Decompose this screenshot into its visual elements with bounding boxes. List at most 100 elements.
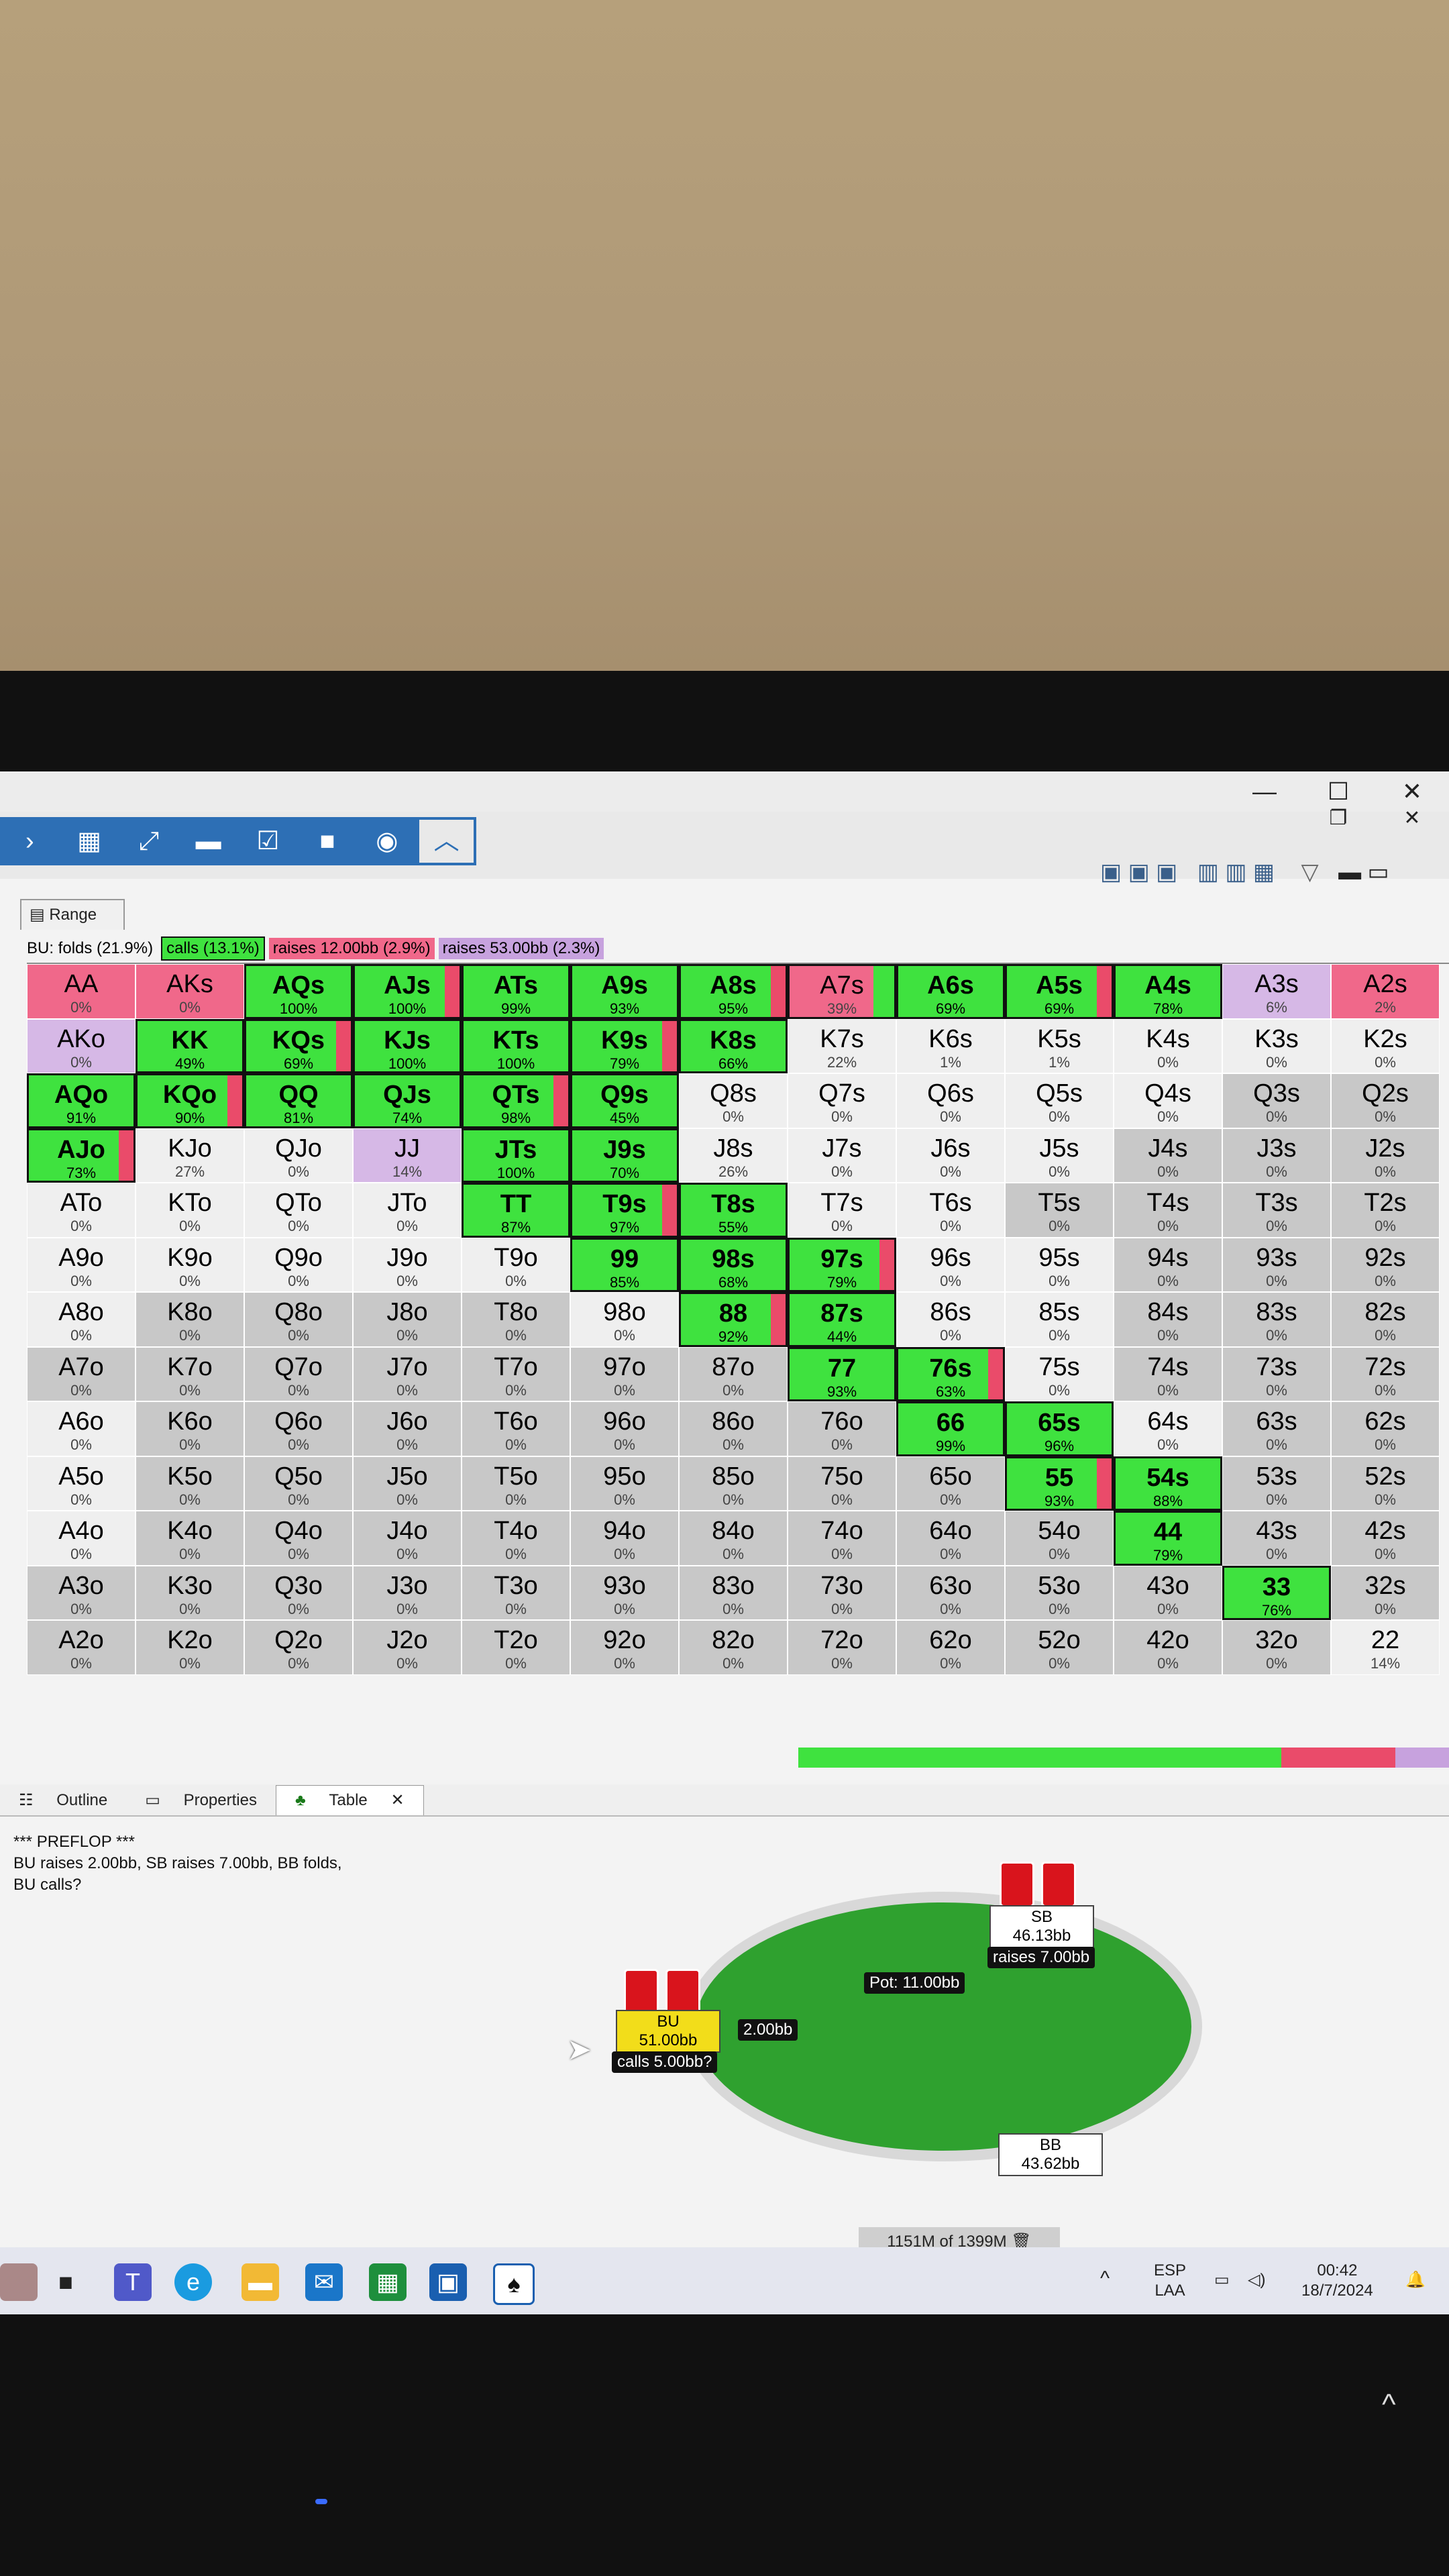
hand-cell[interactable]: QTs 98% <box>462 1073 570 1128</box>
record-icon[interactable]: ◉ <box>376 827 398 855</box>
minimize-button[interactable]: — <box>1252 777 1277 805</box>
hand-cell[interactable]: 85o 0% <box>679 1456 788 1511</box>
hand-cell[interactable]: Q7s 0% <box>788 1073 896 1128</box>
hand-cell[interactable]: J2s 0% <box>1331 1128 1440 1183</box>
hand-cell[interactable]: 43o 0% <box>1114 1565 1222 1620</box>
tab-table[interactable]: ♣ Table ✕ <box>275 1784 424 1815</box>
hand-cell[interactable]: Q7o 0% <box>244 1346 353 1401</box>
hand-cell[interactable]: 93s 0% <box>1222 1237 1331 1292</box>
hand-cell[interactable]: Q4s 0% <box>1114 1073 1222 1128</box>
hand-cell[interactable]: 53o 0% <box>1005 1565 1114 1620</box>
app-icon[interactable]: ▦ <box>369 2263 407 2301</box>
hand-cell[interactable]: 42o 0% <box>1114 1620 1222 1675</box>
hand-cell[interactable]: J6o 0% <box>353 1401 462 1456</box>
hand-cell[interactable]: T2o 0% <box>462 1620 570 1675</box>
store-icon[interactable]: ▣ <box>429 2263 467 2301</box>
tray-chevron-icon[interactable]: ^ <box>1100 2267 1110 2290</box>
hand-cell[interactable]: K8o 0% <box>136 1292 244 1347</box>
hand-cell[interactable]: 98o 0% <box>570 1292 679 1347</box>
hand-cell[interactable]: 75s 0% <box>1005 1346 1114 1401</box>
hand-cell[interactable]: 73o 0% <box>788 1565 896 1620</box>
hand-cell[interactable]: K5o 0% <box>136 1456 244 1511</box>
hand-cell[interactable]: KQo 90% <box>136 1073 244 1128</box>
hand-cell[interactable]: AKo 0% <box>27 1018 136 1073</box>
hand-cell[interactable]: T2s 0% <box>1331 1183 1440 1238</box>
hand-cell[interactable]: ATs 99% <box>462 964 570 1019</box>
tab-range[interactable]: ▤ Range <box>20 899 125 930</box>
hand-cell[interactable]: 52s 0% <box>1331 1456 1440 1511</box>
hand-cell[interactable]: K7o 0% <box>136 1346 244 1401</box>
hand-cell[interactable]: 84s 0% <box>1114 1292 1222 1347</box>
expand-icon[interactable]: ⤢ <box>138 827 160 855</box>
hand-cell[interactable]: K2o 0% <box>136 1620 244 1675</box>
tab-table-close-icon[interactable]: ✕ <box>390 1790 405 1809</box>
hand-cell[interactable]: 94o 0% <box>570 1511 679 1566</box>
hand-cell[interactable]: 97o 0% <box>570 1346 679 1401</box>
hand-cell[interactable]: 84o 0% <box>679 1511 788 1566</box>
hand-cell[interactable]: Q5s 0% <box>1005 1073 1114 1128</box>
collapse-up-icon[interactable]: ︿ <box>419 820 474 863</box>
hand-cell[interactable]: Q4o 0% <box>244 1511 353 1566</box>
hand-cell[interactable]: 92s 0% <box>1331 1237 1440 1292</box>
minimize-view-icon[interactable]: ▬ <box>1338 859 1362 885</box>
poker-app-icon[interactable]: ♠ <box>493 2263 535 2305</box>
hand-cell[interactable]: K3s 0% <box>1222 1018 1331 1073</box>
hand-cell[interactable]: A2o 0% <box>27 1620 136 1675</box>
hand-cell[interactable]: A5s 69% <box>1005 964 1114 1019</box>
filter-icon[interactable]: ▽ <box>1301 859 1319 885</box>
hand-cell[interactable]: KK 49% <box>136 1018 244 1073</box>
hand-cell[interactable]: K3o 0% <box>136 1565 244 1620</box>
hand-cell[interactable]: 63s 0% <box>1222 1401 1331 1456</box>
hand-cell[interactable]: KTo 0% <box>136 1183 244 1238</box>
hand-cell[interactable]: AKs 0% <box>136 964 244 1019</box>
legend-raise-big[interactable]: raises 53.00bb (2.3%) <box>438 938 604 959</box>
hand-cell[interactable]: 99 85% <box>570 1237 679 1292</box>
hand-cell[interactable]: J7o 0% <box>353 1346 462 1401</box>
hand-cell[interactable]: A9o 0% <box>27 1237 136 1292</box>
hand-cell[interactable]: QJo 0% <box>244 1128 353 1183</box>
hand-cell[interactable]: 72o 0% <box>788 1620 896 1675</box>
layout-icon-1[interactable]: ▣ <box>1100 859 1122 885</box>
hand-cell[interactable]: A3s 6% <box>1222 964 1331 1019</box>
hand-cell[interactable]: JTs 100% <box>462 1128 570 1183</box>
layout-icon-5[interactable]: ▥ <box>1225 859 1247 885</box>
hand-cell[interactable]: 94s 0% <box>1114 1237 1222 1292</box>
hand-cell[interactable]: 83o 0% <box>679 1565 788 1620</box>
hand-cell[interactable]: K9o 0% <box>136 1237 244 1292</box>
hand-cell[interactable]: T3o 0% <box>462 1565 570 1620</box>
hand-cell[interactable]: Q9o 0% <box>244 1237 353 1292</box>
hand-cell[interactable]: 32s 0% <box>1331 1565 1440 1620</box>
hand-cell[interactable]: K9s 79% <box>570 1018 679 1073</box>
hand-cell[interactable]: K7s 22% <box>788 1018 896 1073</box>
hand-cell[interactable]: 96s 0% <box>896 1237 1005 1292</box>
hand-cell[interactable]: 32o 0% <box>1222 1620 1331 1675</box>
hand-cell[interactable]: 83s 0% <box>1222 1292 1331 1347</box>
layout-icon-3[interactable]: ▣ <box>1156 859 1178 885</box>
hand-cell[interactable]: JTo 0% <box>353 1183 462 1238</box>
hand-cell[interactable]: 75o 0% <box>788 1456 896 1511</box>
hand-cell[interactable]: A4s 78% <box>1114 964 1222 1019</box>
hand-cell[interactable]: T5s 0% <box>1005 1183 1114 1238</box>
hand-cell[interactable]: K6o 0% <box>136 1401 244 1456</box>
language-indicator[interactable]: ESP LAA <box>1154 2261 1186 2301</box>
hand-cell[interactable]: A2s 2% <box>1331 964 1440 1019</box>
hand-cell[interactable]: 77 93% <box>788 1346 896 1401</box>
volume-icon[interactable]: ◁) <box>1248 2271 1266 2289</box>
hand-cell[interactable]: AQs 100% <box>244 964 353 1019</box>
hand-cell[interactable]: Q8s 0% <box>679 1073 788 1128</box>
hand-cell[interactable]: J7s 0% <box>788 1128 896 1183</box>
hand-cell[interactable]: 87s 44% <box>788 1292 896 1347</box>
hand-cell[interactable]: A8o 0% <box>27 1292 136 1347</box>
hand-cell[interactable]: T7s 0% <box>788 1183 896 1238</box>
hand-cell[interactable]: J5s 0% <box>1005 1128 1114 1183</box>
hand-cell[interactable]: KTs 100% <box>462 1018 570 1073</box>
hand-cell[interactable]: 66 99% <box>896 1401 1005 1456</box>
seat-bb[interactable]: BB 43.62bb <box>998 2133 1103 2176</box>
hand-cell[interactable]: QJs 74% <box>353 1073 462 1128</box>
hand-cell[interactable]: 96o 0% <box>570 1401 679 1456</box>
hand-cell[interactable]: Q5o 0% <box>244 1456 353 1511</box>
hand-cell[interactable]: J8s 26% <box>679 1128 788 1183</box>
hand-cell[interactable]: AJo 73% <box>27 1128 136 1183</box>
hand-cell[interactable]: Q2o 0% <box>244 1620 353 1675</box>
hand-cell[interactable]: 64o 0% <box>896 1511 1005 1566</box>
